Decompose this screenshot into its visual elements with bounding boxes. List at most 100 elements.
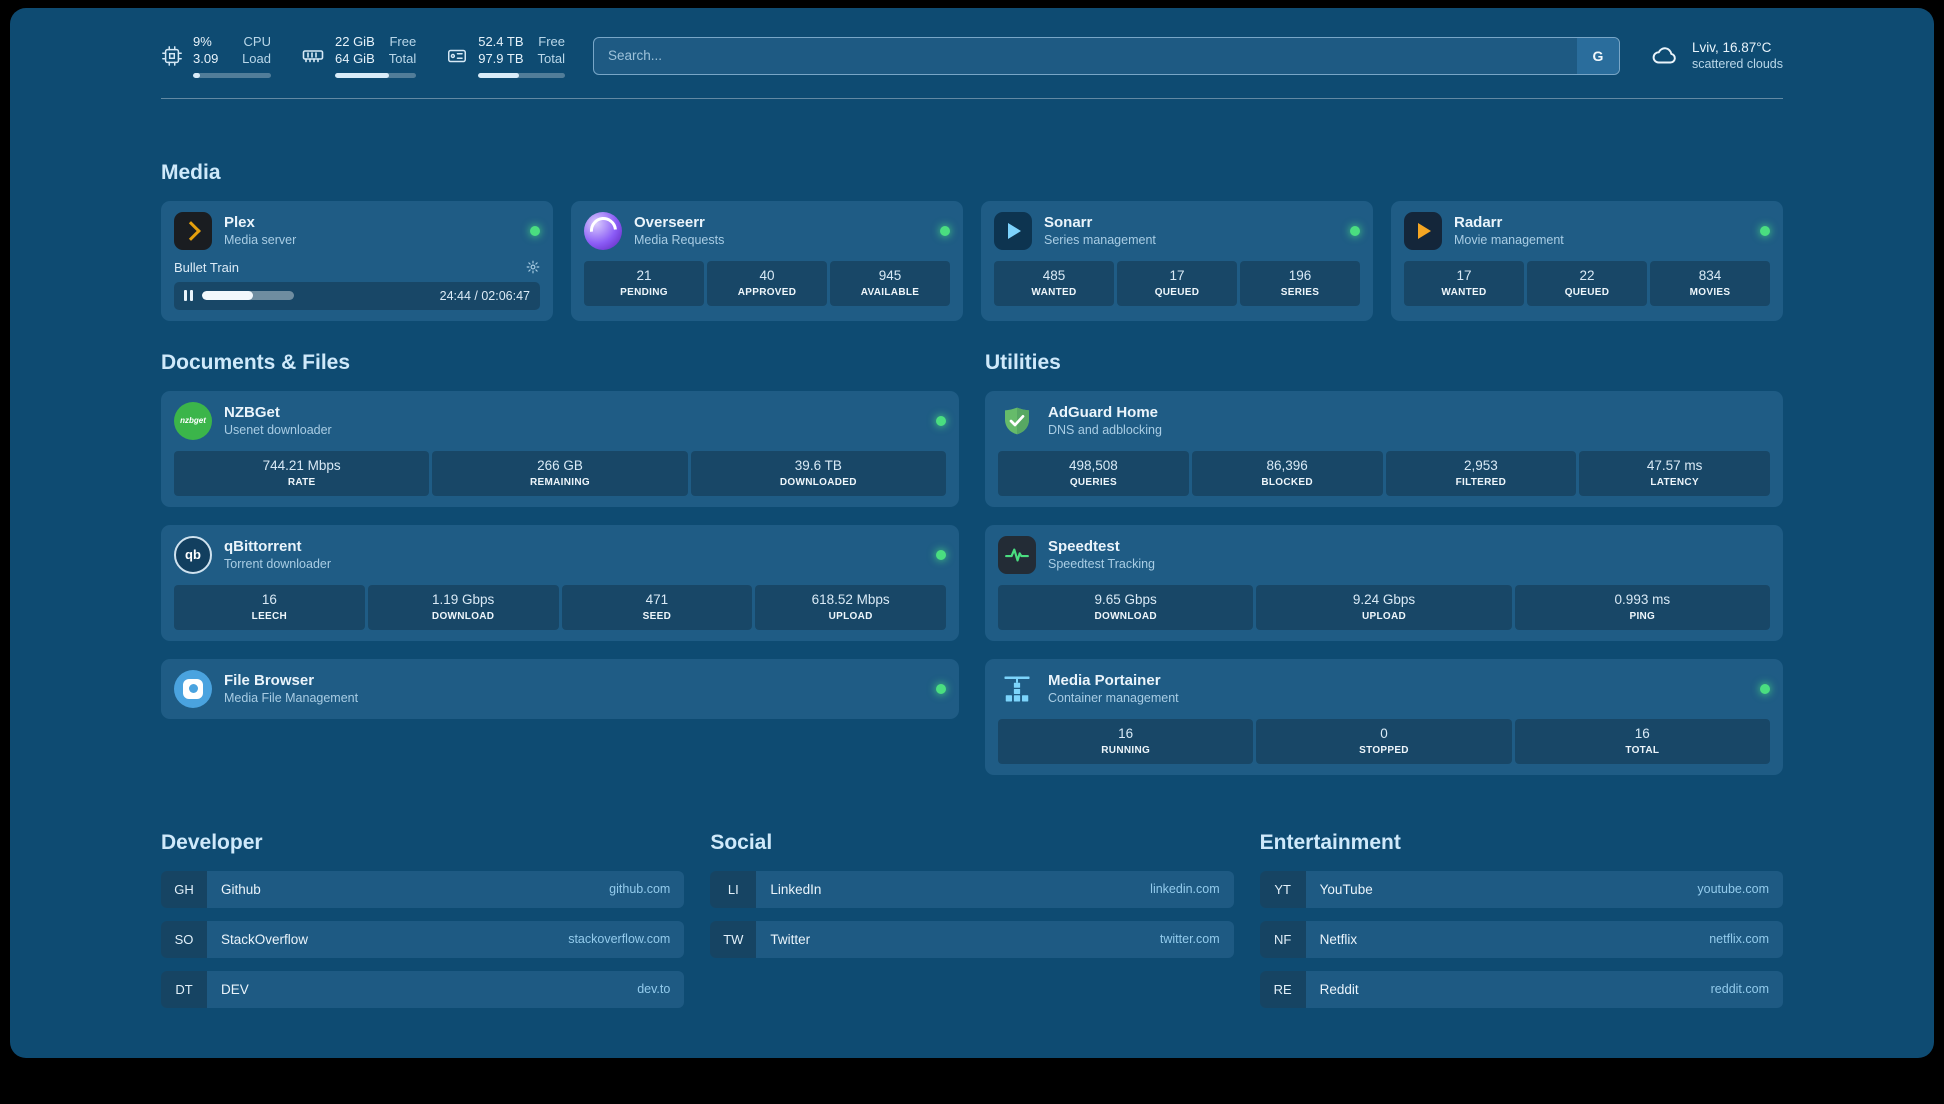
search-input[interactable] [593,37,1577,74]
section-title-entertainment: Entertainment [1259,830,1401,854]
bookmark-abbr: NF [1259,920,1306,958]
pause-icon[interactable] [184,290,193,301]
service-card-plex[interactable]: Plex Media server Bullet Train [161,200,553,321]
stat-label: REMAINING [530,476,590,488]
stat-tile: 618.52 Mbps UPLOAD [755,584,946,630]
stat-label: QUEUED [1154,286,1200,298]
section-documents: Documents & Files nzbget NZBGet Usenet d… [161,351,959,719]
stat-value: 40 [759,267,775,283]
plex-icon [174,211,212,250]
service-name: Speedtest [1048,537,1120,555]
stat-tile: 17 WANTED [1404,260,1524,306]
stat-row: 744.21 Mbps RATE 266 GB REMAINING 39.6 T… [174,450,946,496]
bookmark-youtube[interactable]: YT YouTube youtube.com [1259,870,1783,908]
plex-progress-bar[interactable] [202,291,294,300]
cpu-readout: 9% CPU 3.09 Load [193,34,271,78]
bookmark-abbr: TW [710,920,757,958]
weather-widget: Lviv, 16.87°C scattered clouds [1648,40,1783,71]
sonarr-play-glyph [1008,222,1021,239]
search-provider-button[interactable]: G [1576,37,1619,74]
stat-label: PENDING [620,286,668,298]
bookmark-linkedin[interactable]: LI LinkedIn linkedin.com [710,870,1234,908]
service-card-adguard[interactable]: AdGuard Home DNS and adblocking 498,508 … [985,390,1783,507]
bookmark-reddit[interactable]: RE Reddit reddit.com [1259,970,1783,1008]
section-title-documents: Documents & Files [161,350,351,374]
stat-row: 21 PENDING 40 APPROVED 945 AVAILABLE [584,260,950,306]
stat-tile: 21 PENDING [584,260,704,306]
status-dot [936,683,946,694]
service-card-speedtest[interactable]: Speedtest Speedtest Tracking 9.65 Gbps D… [985,524,1783,641]
bookmark-domain: reddit.com [1710,982,1769,996]
memory-widget: 22 GiB Free 64 GiB Total [301,34,417,78]
stat-tile: 485 WANTED [994,260,1114,306]
gear-icon[interactable] [526,260,540,274]
service-card-portainer[interactable]: Media Portainer Container management 16 … [985,658,1783,775]
status-dot [1760,683,1770,694]
stat-label: STOPPED [1359,744,1409,756]
memory-free: 22 GiB [335,34,375,49]
stat-label: SERIES [1280,286,1320,298]
stat-tile: 39.6 TB DOWNLOADED [690,450,946,496]
memory-total: 64 GiB [335,51,375,67]
stat-row: 16 LEECH 1.19 Gbps DOWNLOAD 471 SEED [174,584,946,630]
plex-chevron-glyph [181,220,201,241]
stat-label: RUNNING [1101,744,1151,756]
disk-total-label: Total [537,51,565,67]
bookmark-group-developer: Developer GH Github github.com SO [161,830,685,1008]
service-name: Media Portainer [1048,671,1161,689]
bookmark-name: Netflix [1319,931,1358,947]
stat-label: RATE [287,476,316,488]
bookmark-abbr: GH [161,870,207,908]
disk-total: 97.9 TB [478,51,524,67]
memory-readout: 22 GiB Free 64 GiB Total [335,34,417,78]
status-dot [530,225,540,236]
service-card-radarr[interactable]: Radarr Movie management 17 WANTED 22 QUE… [1391,200,1783,321]
stat-value: 16 [1634,725,1650,741]
service-description: DNS and adblocking [1048,423,1162,438]
search-box: G [592,36,1620,75]
section-utilities: Utilities [985,351,1783,775]
service-name: NZBGet [224,403,280,421]
service-card-sonarr[interactable]: Sonarr Series management 485 WANTED 17 Q… [981,200,1373,321]
service-description: Media File Management [224,691,359,706]
service-name: qBittorrent [224,537,302,555]
service-card-nzbget[interactable]: nzbget NZBGet Usenet downloader 744.21 M… [161,390,959,507]
stat-tile: 498,508 QUERIES [998,450,1189,496]
stat-value: 485 [1042,267,1066,283]
stat-tile: 22 QUEUED [1527,260,1647,306]
section-bookmarks: Developer GH Github github.com SO [161,831,1783,1008]
service-card-overseerr[interactable]: Overseerr Media Requests 21 PENDING 40 A… [571,200,963,321]
stat-label: UPLOAD [1361,610,1406,622]
stat-label: PING [1629,610,1656,622]
bookmark-domain: twitter.com [1159,932,1220,946]
cpu-label: CPU [243,34,271,49]
media-card-grid: Plex Media server Bullet Train [161,200,1783,321]
bookmark-dev[interactable]: DT DEV dev.to [161,970,685,1008]
stat-value: 17 [1169,267,1185,283]
service-description: Series management [1044,233,1156,248]
stat-tile: 945 AVAILABLE [830,260,950,306]
service-description: Usenet downloader [224,423,332,438]
stat-label: WANTED [1031,286,1077,298]
dashboard-content: 9% CPU 3.09 Load [141,8,1803,1052]
bookmark-twitter[interactable]: TW Twitter twitter.com [710,920,1234,958]
section-title-developer: Developer [161,830,263,854]
bookmark-github[interactable]: GH Github github.com [161,870,685,908]
bookmark-netflix[interactable]: NF Netflix netflix.com [1259,920,1783,958]
bookmark-name: LinkedIn [770,881,822,897]
stat-tile: 266 GB REMAINING [432,450,688,496]
stat-row: 16 RUNNING 0 STOPPED 16 TOTAL [998,718,1770,764]
stat-value: 21 [636,267,652,283]
stat-label: APPROVED [737,286,797,298]
section-title-utilities: Utilities [985,350,1061,374]
topbar: 9% CPU 3.09 Load [161,34,1783,78]
service-card-filebrowser[interactable]: File Browser Media File Management [161,658,959,719]
stat-tile: 47.57 ms LATENCY [1579,450,1770,496]
stat-label: MOVIES [1689,286,1731,298]
topbar-divider [161,97,1783,99]
now-playing-title: Bullet Train [174,259,240,275]
bookmark-stackoverflow[interactable]: SO StackOverflow stackoverflow.com [161,920,685,958]
bookmark-name: Github [221,881,261,897]
disk-widget: 52.4 TB Free 97.9 TB Total [446,34,565,78]
service-card-qbittorrent[interactable]: qb qBittorrent Torrent downloader 16 [161,524,959,641]
